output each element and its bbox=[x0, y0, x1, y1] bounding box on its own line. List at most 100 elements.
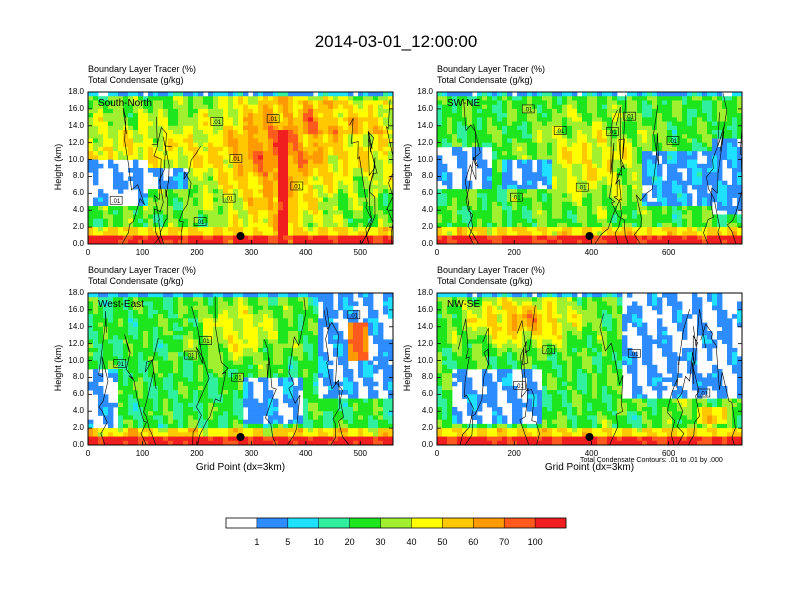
heatmap-cell bbox=[737, 130, 743, 135]
heatmap-cell bbox=[572, 151, 578, 156]
heatmap-cell bbox=[662, 214, 668, 220]
location-marker bbox=[236, 232, 245, 240]
heatmap-cell bbox=[208, 155, 214, 160]
heatmap-cell bbox=[93, 151, 99, 156]
heatmap-cell bbox=[737, 180, 743, 186]
heatmap-cell bbox=[597, 180, 603, 186]
heatmap-cell bbox=[537, 142, 543, 148]
heatmap-cell bbox=[98, 398, 104, 404]
heatmap-cell bbox=[178, 364, 184, 370]
heatmap-cell bbox=[557, 113, 563, 118]
heatmap-cell bbox=[118, 96, 124, 101]
heatmap-cell bbox=[657, 239, 663, 245]
heatmap-cell bbox=[328, 138, 334, 144]
heatmap-cell bbox=[183, 138, 189, 144]
heatmap-cell bbox=[123, 423, 129, 429]
heatmap-cell bbox=[617, 193, 623, 198]
heatmap-cell bbox=[203, 121, 209, 127]
heatmap-cell bbox=[547, 189, 553, 194]
heatmap-cell bbox=[552, 138, 558, 144]
heatmap-cell bbox=[318, 117, 324, 122]
heatmap-cell bbox=[163, 206, 169, 211]
heatmap-cell bbox=[727, 155, 733, 160]
heatmap-cell bbox=[667, 176, 673, 182]
heatmap-cell bbox=[587, 168, 593, 173]
heatmap-cell bbox=[118, 369, 124, 374]
heatmap-cell bbox=[283, 155, 289, 160]
heatmap-cell bbox=[163, 314, 169, 319]
heatmap-cell bbox=[542, 231, 548, 236]
heatmap-cell bbox=[318, 193, 324, 198]
heatmap-cell bbox=[482, 222, 488, 228]
heatmap-cell bbox=[213, 155, 219, 160]
heatmap-cell bbox=[333, 130, 339, 135]
heatmap-cell bbox=[283, 130, 289, 135]
heatmap-cell bbox=[522, 151, 528, 156]
heatmap-cell bbox=[308, 142, 314, 148]
heatmap-cell bbox=[158, 218, 164, 224]
heatmap-cell bbox=[642, 142, 648, 148]
heatmap-cell bbox=[552, 121, 558, 127]
heatmap-cell bbox=[183, 146, 189, 152]
heatmap-cell bbox=[597, 239, 603, 245]
heatmap-cell bbox=[313, 222, 319, 228]
heatmap-cell bbox=[567, 163, 573, 169]
contour-label: .01 bbox=[524, 107, 533, 113]
heatmap-cell bbox=[158, 407, 164, 412]
heatmap-cell bbox=[512, 201, 518, 207]
heatmap-cell bbox=[457, 104, 463, 110]
contour-label: .01 bbox=[232, 157, 241, 163]
heatmap-cell bbox=[118, 146, 124, 152]
heatmap-cell bbox=[168, 189, 174, 194]
heatmap-cell bbox=[148, 398, 154, 404]
heatmap-cell bbox=[168, 339, 174, 345]
heatmap-cell bbox=[622, 206, 628, 211]
heatmap-cell bbox=[183, 130, 189, 135]
heatmap-cell bbox=[727, 214, 733, 220]
heatmap-cell bbox=[517, 117, 523, 122]
heatmap-cell bbox=[133, 92, 139, 97]
heatmap-cell bbox=[213, 197, 219, 203]
heatmap-cell bbox=[637, 155, 643, 160]
heatmap-cell bbox=[88, 113, 94, 118]
heatmap-cell bbox=[537, 231, 543, 236]
heatmap-cell bbox=[323, 163, 329, 169]
heatmap-cell bbox=[437, 197, 443, 203]
heatmap-cell bbox=[313, 184, 319, 190]
heatmap-cell bbox=[143, 373, 149, 378]
heatmap-cell bbox=[567, 138, 573, 144]
heatmap-cell bbox=[228, 142, 234, 148]
heatmap-cell bbox=[323, 155, 329, 160]
heatmap-cell bbox=[88, 293, 94, 298]
heatmap-cell bbox=[632, 193, 638, 198]
heatmap-cell bbox=[198, 163, 204, 169]
heatmap-cell bbox=[343, 180, 349, 186]
heatmap-cell bbox=[717, 193, 723, 198]
heatmap-cell bbox=[642, 197, 648, 203]
heatmap-cell bbox=[203, 218, 209, 224]
heatmap-cell bbox=[123, 100, 129, 106]
heatmap-cell bbox=[118, 108, 124, 114]
heatmap-cell bbox=[712, 235, 718, 241]
heatmap-cell bbox=[677, 197, 683, 203]
heatmap-cell bbox=[178, 339, 184, 345]
heatmap-cell bbox=[278, 180, 284, 186]
heatmap-cell bbox=[383, 210, 389, 215]
heatmap-cell bbox=[108, 423, 114, 429]
heatmap-cell bbox=[288, 235, 294, 241]
heatmap-cell bbox=[532, 231, 538, 236]
heatmap-cell bbox=[517, 214, 523, 220]
heatmap-cell bbox=[233, 146, 239, 152]
heatmap-cell bbox=[118, 231, 124, 236]
heatmap-cell bbox=[338, 159, 344, 165]
heatmap-cell bbox=[722, 146, 728, 152]
heatmap-cell bbox=[687, 159, 693, 165]
heatmap-cell bbox=[333, 206, 339, 211]
heatmap-cell bbox=[268, 113, 274, 118]
heatmap-cell bbox=[602, 113, 608, 118]
heatmap-cell bbox=[602, 163, 608, 169]
heatmap-cell bbox=[602, 222, 608, 228]
heatmap-cell bbox=[128, 352, 134, 357]
heatmap-cell bbox=[103, 121, 109, 127]
heatmap-cell bbox=[492, 172, 498, 177]
